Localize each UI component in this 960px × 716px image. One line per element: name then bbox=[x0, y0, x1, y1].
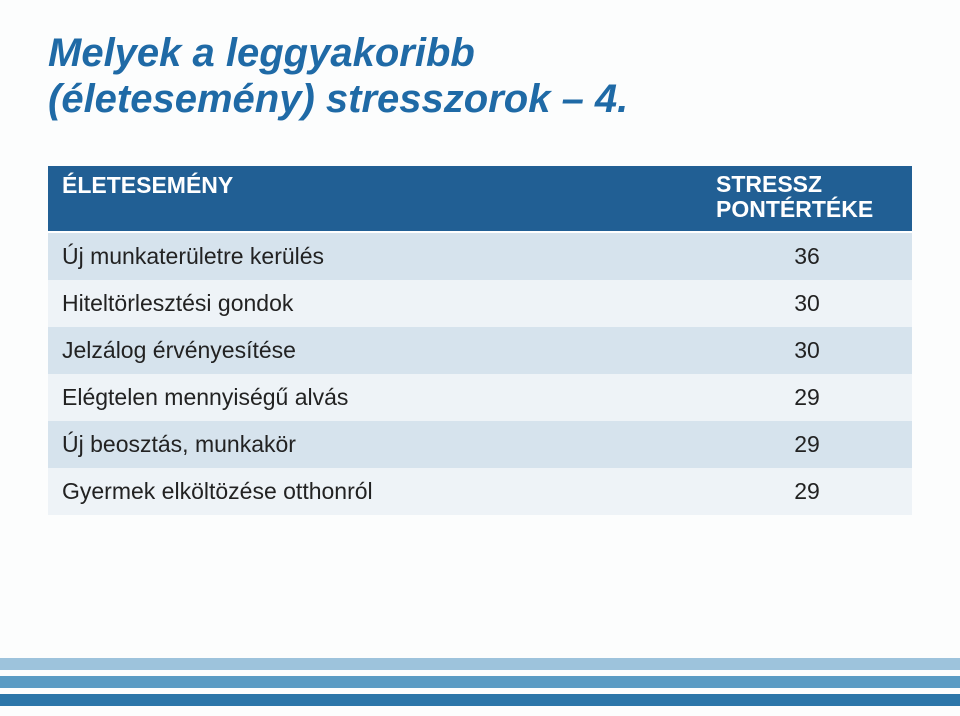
cell-event: Elégtelen mennyiségű alvás bbox=[48, 374, 702, 421]
cell-score: 29 bbox=[702, 421, 912, 468]
col-header-score: STRESSZ PONTÉRTÉKE bbox=[702, 166, 912, 232]
table-header-row: ÉLETESEMÉNY STRESSZ PONTÉRTÉKE bbox=[48, 166, 912, 232]
col-header-score-line1: STRESSZ bbox=[716, 172, 898, 197]
cell-event: Új beosztás, munkakör bbox=[48, 421, 702, 468]
col-header-score-line2: PONTÉRTÉKE bbox=[716, 197, 898, 222]
cell-score: 29 bbox=[702, 374, 912, 421]
cell-event: Jelzálog érvényesítése bbox=[48, 327, 702, 374]
col-header-event: ÉLETESEMÉNY bbox=[48, 166, 702, 232]
cell-score: 36 bbox=[702, 232, 912, 280]
table-row: Új beosztás, munkakör 29 bbox=[48, 421, 912, 468]
decor-stripe-light bbox=[0, 658, 960, 670]
cell-score: 30 bbox=[702, 327, 912, 374]
decor-stripe-mid bbox=[0, 676, 960, 688]
cell-event: Gyermek elköltözése otthonról bbox=[48, 468, 702, 515]
title-line-1: Melyek a leggyakoribb bbox=[48, 30, 912, 76]
table-row: Jelzálog érvényesítése 30 bbox=[48, 327, 912, 374]
table-row: Gyermek elköltözése otthonról 29 bbox=[48, 468, 912, 515]
table-row: Elégtelen mennyiségű alvás 29 bbox=[48, 374, 912, 421]
cell-event: Hiteltörlesztési gondok bbox=[48, 280, 702, 327]
cell-score: 30 bbox=[702, 280, 912, 327]
cell-event: Új munkaterületre kerülés bbox=[48, 232, 702, 280]
title-line-2: (életesemény) stresszorok – 4. bbox=[48, 76, 912, 122]
stress-table: ÉLETESEMÉNY STRESSZ PONTÉRTÉKE Új munkat… bbox=[48, 166, 912, 515]
slide-title: Melyek a leggyakoribb (életesemény) stre… bbox=[48, 30, 912, 122]
cell-score: 29 bbox=[702, 468, 912, 515]
slide: Melyek a leggyakoribb (életesemény) stre… bbox=[0, 0, 960, 716]
decor-stripe-dark bbox=[0, 694, 960, 706]
table-row: Új munkaterületre kerülés 36 bbox=[48, 232, 912, 280]
table-row: Hiteltörlesztési gondok 30 bbox=[48, 280, 912, 327]
